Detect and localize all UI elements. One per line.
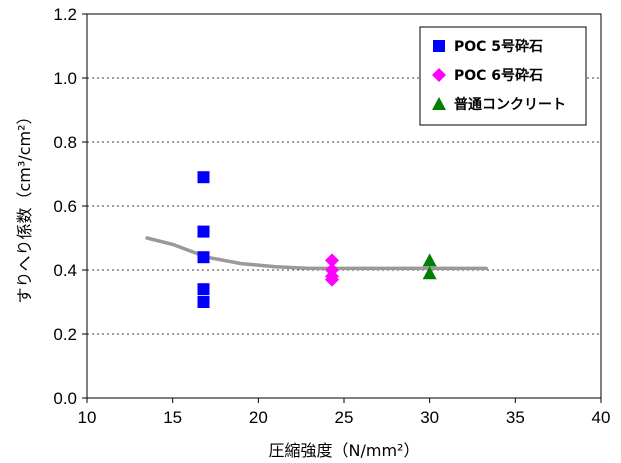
data-points (197, 171, 437, 308)
x-tick-label-2: 20 (249, 408, 268, 427)
y-tick-label-6: 1.2 (53, 5, 77, 24)
point-s2-0 (422, 253, 437, 267)
trend-line-group (145, 236, 488, 271)
point-s0-2 (197, 251, 210, 264)
legend-marker-0 (433, 40, 445, 52)
x-tick-label-1: 15 (163, 408, 182, 427)
legend-label-1: POC 6号砕石 (454, 67, 543, 84)
y-tick-label-5: 1.0 (53, 69, 77, 88)
legend-label-0: POC 5号砕石 (454, 38, 543, 55)
x-axis-ticks: 10 15 20 25 30 35 40 (78, 398, 611, 427)
x-tick-label-5: 35 (506, 408, 525, 427)
x-tick-label-6: 40 (592, 408, 611, 427)
x-tick-label-3: 25 (335, 408, 354, 427)
x-tick-label-0: 10 (78, 408, 97, 427)
legend-marker-1 (432, 68, 446, 82)
y-tick-label-1: 0.2 (53, 325, 77, 344)
x-axis-label: 圧縮強度（N/mm²） (269, 441, 420, 460)
point-s1-3 (325, 272, 340, 287)
y-tick-label-4: 0.8 (53, 133, 77, 152)
point-s2-1 (422, 266, 437, 280)
y-tick-label-0: 0.0 (53, 389, 77, 408)
y-axis-ticks: 0.0 0.2 0.4 0.6 0.8 1.0 1.2 (53, 5, 87, 408)
legend-marker-2 (432, 97, 446, 110)
point-s0-4 (197, 296, 210, 308)
point-s0-0 (197, 171, 210, 184)
trend-line (145, 236, 488, 271)
point-s0-3 (197, 283, 210, 296)
y-tick-label-2: 0.4 (53, 261, 77, 280)
point-s0-1 (197, 225, 210, 238)
legend-box (419, 26, 587, 126)
y-tick-label-3: 0.6 (53, 197, 77, 216)
y-axis-label: すりへり係数（cm³/cm²） (15, 109, 34, 304)
legend-label-2: 普通コンクリート (454, 96, 566, 113)
point-s1-0 (325, 253, 340, 268)
x-tick-label-4: 30 (420, 408, 439, 427)
